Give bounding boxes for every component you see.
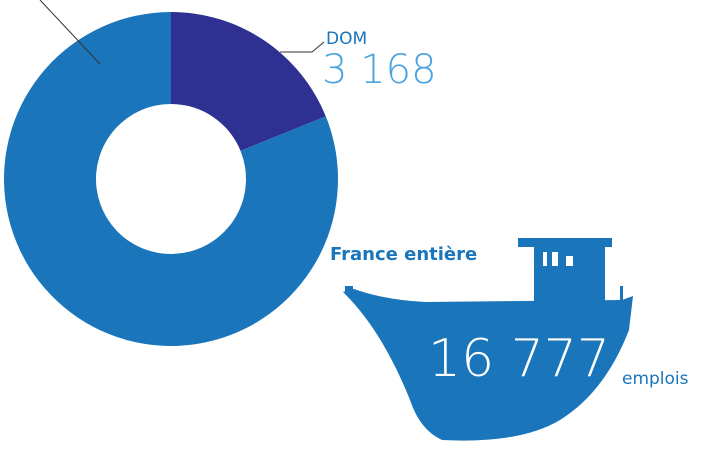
slice-value-label: 3 168	[322, 47, 437, 93]
slice-label: DOM	[326, 29, 367, 49]
boat	[343, 238, 633, 441]
leader-line	[280, 41, 325, 53]
total-value: 16 777	[428, 329, 610, 389]
donut-slice	[171, 12, 326, 151]
unit-label: emplois	[622, 369, 689, 389]
leader-line	[39, 0, 101, 65]
donut-slice	[3, 12, 339, 347]
total-title: France entière	[330, 244, 477, 265]
cabin-windows	[543, 252, 573, 266]
